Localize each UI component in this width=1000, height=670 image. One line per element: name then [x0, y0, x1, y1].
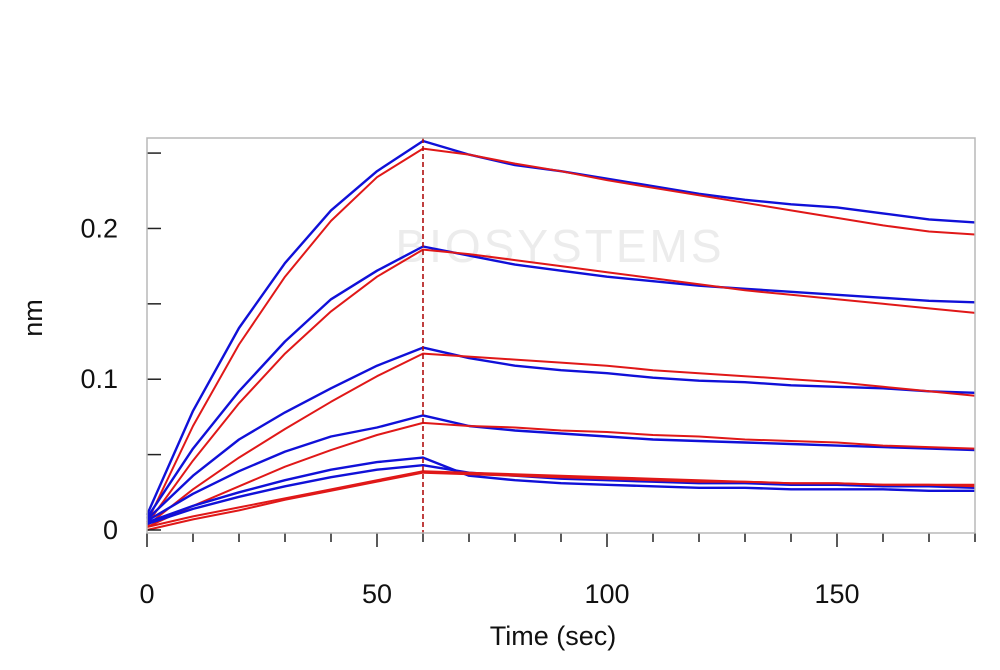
fit-curve-11: [146, 470, 975, 528]
x-tick-label: 100: [584, 579, 629, 609]
measured-curve-6: [146, 414, 976, 522]
x-axis-label: Time (sec): [490, 621, 617, 651]
y-tick-label: 0.2: [80, 213, 118, 243]
x-tick-label: 50: [362, 579, 392, 609]
measured-curve-4: [146, 346, 976, 521]
fit-curve-1: [146, 147, 976, 523]
measured-curve-9: [146, 464, 976, 526]
y-tick-label: 0: [103, 515, 118, 545]
measured-curve-2: [146, 245, 976, 519]
fit-curve-5: [146, 352, 976, 527]
measured-curve-0: [145, 139, 976, 516]
y-axis-label: nm: [18, 299, 48, 337]
chart-series-group: [145, 139, 976, 531]
fit-curve-7: [146, 421, 976, 528]
fit-curve-3: [146, 248, 976, 525]
plot-frame: [146, 137, 976, 534]
watermark-text: BIOSYSTEMS: [395, 220, 724, 272]
measured-curve-8: [146, 456, 975, 524]
y-tick-label: 0.1: [80, 364, 118, 394]
x-tick-label: 0: [139, 579, 154, 609]
axis-ticks-group: 0 50 100 150 0 0.1 0.2: [80, 152, 976, 609]
x-tick-label: 150: [814, 579, 859, 609]
